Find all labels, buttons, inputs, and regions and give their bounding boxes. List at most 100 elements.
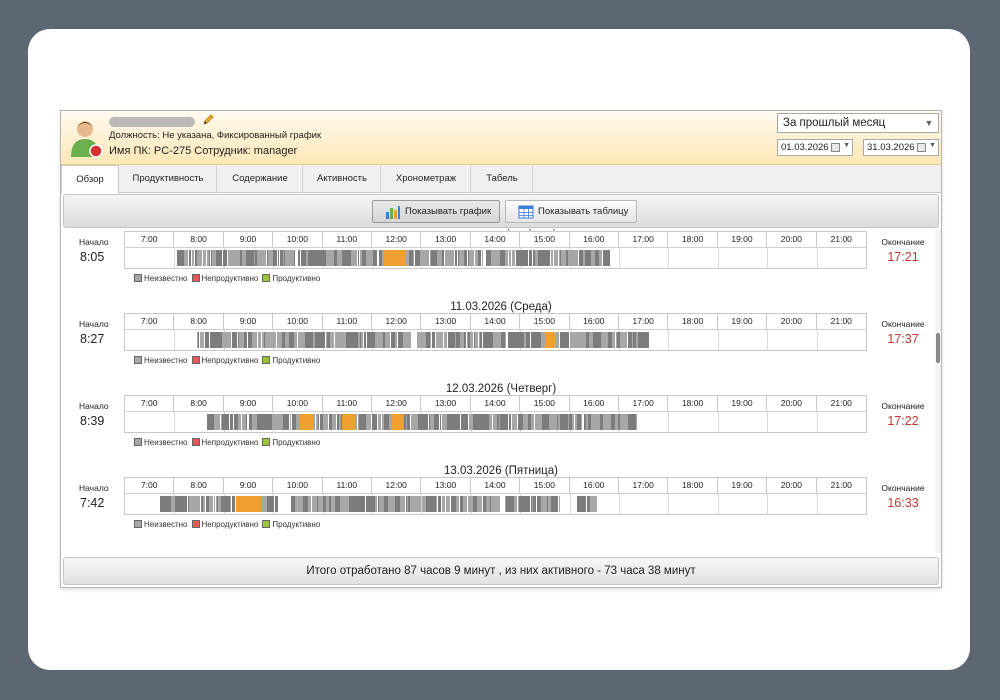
activity-segment [268,496,274,512]
activity-segment [556,414,558,430]
date-from-picker[interactable]: 01.03.2026 ▼ [777,139,853,156]
activity-segment [452,250,455,266]
show-chart-button[interactable]: Показывать график [372,200,500,223]
activity-segment [406,496,408,512]
activity-segment [390,332,395,348]
hour-label: 18:00 [668,478,718,493]
hour-label: 9:00 [224,314,274,329]
activity-segment [271,332,276,348]
activity-segment [519,250,521,266]
activity-segment [229,414,233,430]
activity-segment [565,250,568,266]
activity-segment [243,332,247,348]
hour-separator [717,247,719,268]
activity-segment [482,250,484,266]
activity-segment [417,414,420,430]
hour-separator [717,329,719,350]
day-timeline: 7:00 8:00 9:00 10:00 11:00 12:00 13:00 14:00 15:… [124,313,867,351]
activity-segment [588,414,592,430]
legend-item: Неизвестно [134,356,188,365]
scrollbar-thumb[interactable] [936,333,940,363]
tab-timekeeping[interactable]: Хронометраж [381,165,471,193]
activity-segment [192,496,198,512]
activity-segment [586,414,589,430]
activity-segment [282,250,284,266]
activity-segment [191,250,194,266]
activity-segment [352,250,357,266]
activity-segment [371,414,377,430]
activity-segment [383,496,388,512]
activity-segment [219,250,222,266]
activity-segment [258,414,264,430]
activity-segment [308,332,311,348]
activity-segment [383,414,389,430]
tab-content[interactable]: Содержание [217,165,303,193]
activity-segment [374,496,377,512]
activity-segment [470,250,472,266]
activity-segment [515,332,519,348]
activity-segment [479,414,484,430]
activity-segment [587,496,590,512]
activity-segment [474,332,478,348]
hour-separator [668,411,670,432]
employee-name-redacted [109,117,195,127]
activity-segment [293,332,297,348]
tab-activity[interactable]: Активность [303,165,381,193]
activity-segment [472,496,477,512]
activity-segment [217,496,221,512]
activity-segment [504,332,506,348]
activity-segment [615,414,619,430]
date-to-picker[interactable]: 31.03.2026 ▼ [863,139,939,156]
period-select[interactable]: За прошлый месяц ▼ [777,113,939,133]
activity-segment [373,250,377,266]
activity-segment [550,250,553,266]
show-table-button[interactable]: Показывать таблицу [505,200,637,223]
activity-segment [458,250,460,266]
activity-segment [311,496,317,512]
hour-label: 16:00 [570,478,619,493]
legend-swatch [134,274,142,282]
tab-productivity[interactable]: Продуктивность [119,165,217,193]
activity-segment [539,414,542,430]
activity-segment [485,250,491,266]
activity-segment [330,496,332,512]
activity-segment [327,332,330,348]
activity-segment [286,414,289,430]
activity-segment [559,250,561,266]
activity-segment [284,332,289,348]
hour-separator [174,247,176,268]
activity-segment [202,250,206,266]
activity-segment [233,414,238,430]
activity-segment [316,496,318,512]
activity-segment [183,250,186,266]
activity-segment [471,250,475,266]
activity-segment [508,250,511,266]
activity-segment [453,496,456,512]
tab-timesheet[interactable]: Табель [471,165,533,193]
vertical-scrollbar[interactable] [935,229,941,553]
activity-segment [381,414,383,430]
legend-label: Непродуктивно [201,438,259,447]
activity-segment [248,332,252,348]
activity-segment [181,250,184,266]
activity-segment [365,496,368,512]
day-title: 12.03.2026 (Четверг) [445,383,557,395]
date-from-value: 01.03.2026 [781,142,829,153]
activity-segment [497,414,499,430]
employee-pc: Имя ПК: PC-275 Сотрудник: manager [109,145,298,157]
hour-label: 14:00 [471,396,521,411]
activity-segment [434,250,438,266]
activity-segment [215,250,218,266]
activity-segment [525,496,531,512]
activity-segment [197,496,200,512]
edit-pencil-icon[interactable] [201,113,215,127]
activity-segment [559,414,563,430]
activity-segment [248,250,254,266]
tab-overview[interactable]: Обзор [61,165,119,194]
activity-segment [423,496,426,512]
day-title: 11.03.2026 (Среда) [450,301,552,313]
hour-label: 20:00 [767,314,817,329]
start-label: Начало [79,483,109,493]
hour-label: 9:00 [224,478,274,493]
hour-label: 16:00 [570,396,619,411]
